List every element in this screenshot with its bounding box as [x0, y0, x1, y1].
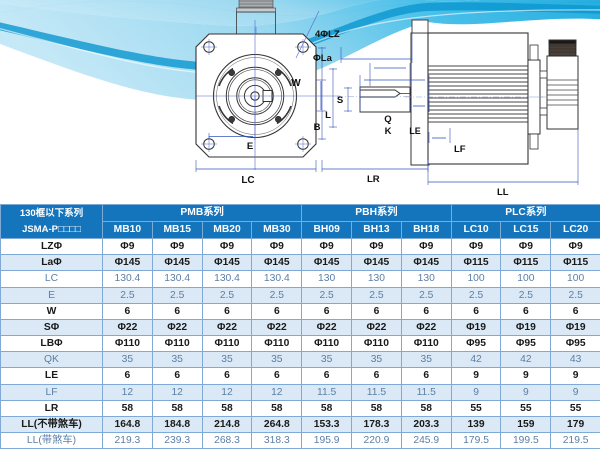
svg-text:LE: LE [409, 126, 421, 136]
svg-text:LF: LF [454, 144, 466, 155]
svg-text:LR: LR [367, 174, 380, 185]
svg-text:4ΦLZ: 4ΦLZ [315, 29, 340, 40]
svg-text:Q: Q [384, 114, 391, 125]
svg-text:L: L [325, 110, 331, 121]
svg-text:LC: LC [241, 175, 254, 186]
svg-text:E: E [247, 141, 253, 152]
svg-text:LL: LL [497, 187, 509, 198]
svg-text:B: B [314, 122, 321, 133]
svg-text:S: S [337, 95, 343, 106]
svg-text:W: W [291, 78, 301, 89]
svg-text:K: K [385, 126, 392, 137]
svg-text:ΦLa: ΦLa [313, 53, 333, 64]
